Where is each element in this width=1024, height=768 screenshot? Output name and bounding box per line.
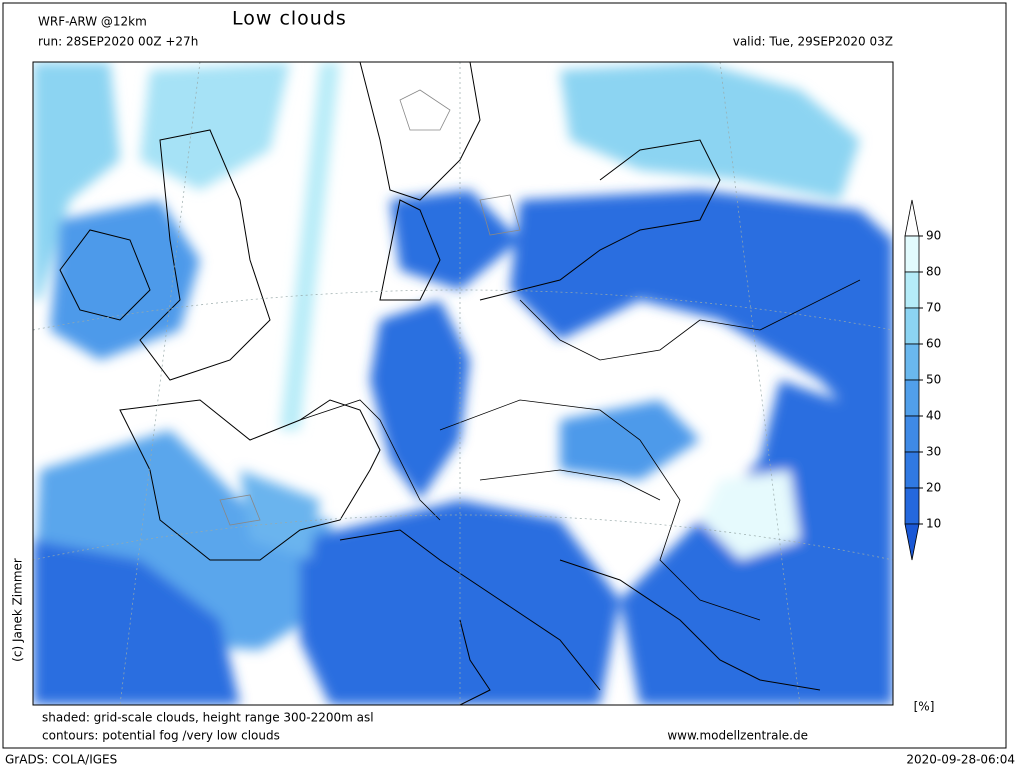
fog-contours bbox=[219, 89, 521, 526]
contours-note: contours: potential fog /very low clouds bbox=[42, 729, 280, 743]
graticule bbox=[33, 62, 893, 705]
frame bbox=[2, 2, 1007, 749]
cloud-field bbox=[33, 62, 893, 705]
colorbar-label: 30 bbox=[926, 445, 941, 459]
colorbar-label: 20 bbox=[926, 481, 941, 495]
model-label: WRF-ARW @12km bbox=[38, 15, 147, 29]
colorbar-label: 90 bbox=[926, 229, 941, 243]
colorbar-unit: [%] bbox=[914, 700, 935, 714]
colorbar-label: 70 bbox=[926, 301, 941, 315]
colorbar-label: 40 bbox=[926, 409, 941, 423]
coastlines bbox=[59, 62, 821, 705]
colorbar-label: 60 bbox=[926, 337, 941, 351]
title: Low clouds bbox=[232, 8, 347, 30]
valid-label: valid: Tue, 29SEP2020 03Z bbox=[733, 35, 893, 49]
timestamp: 2020-09-28-06:04 bbox=[906, 753, 1015, 767]
colorbar-label: 10 bbox=[926, 517, 941, 531]
run-label: run: 28SEP2020 00Z +27h bbox=[38, 35, 198, 49]
map-frame bbox=[32, 61, 894, 706]
shaded-note: shaded: grid-scale clouds, height range … bbox=[42, 711, 374, 725]
colorbar bbox=[904, 199, 920, 561]
colorbar-label: 50 bbox=[926, 373, 941, 387]
website: www.modellzentrale.de bbox=[667, 729, 808, 743]
credit: (c) Janek Zimmer bbox=[11, 558, 25, 662]
colorbar-label: 80 bbox=[926, 265, 941, 279]
software: GrADS: COLA/IGES bbox=[5, 753, 117, 767]
borders bbox=[299, 279, 861, 621]
map bbox=[33, 62, 893, 705]
